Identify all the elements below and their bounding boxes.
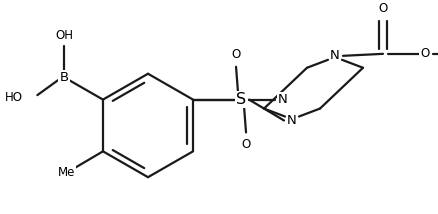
Text: OH: OH xyxy=(55,29,73,42)
Text: Me: Me xyxy=(58,166,75,179)
Text: O: O xyxy=(378,1,388,15)
Text: O: O xyxy=(420,47,430,60)
Text: HO: HO xyxy=(5,91,23,104)
Text: N: N xyxy=(278,93,288,106)
Text: O: O xyxy=(231,48,240,61)
Text: N: N xyxy=(287,114,297,127)
Text: O: O xyxy=(241,138,251,151)
Text: B: B xyxy=(60,71,69,84)
Text: S: S xyxy=(236,92,246,107)
Text: N: N xyxy=(330,49,340,62)
